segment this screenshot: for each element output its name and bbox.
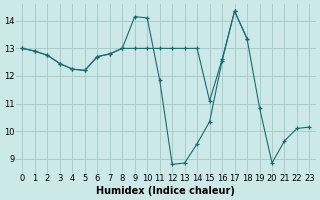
X-axis label: Humidex (Indice chaleur): Humidex (Indice chaleur) — [97, 186, 236, 196]
